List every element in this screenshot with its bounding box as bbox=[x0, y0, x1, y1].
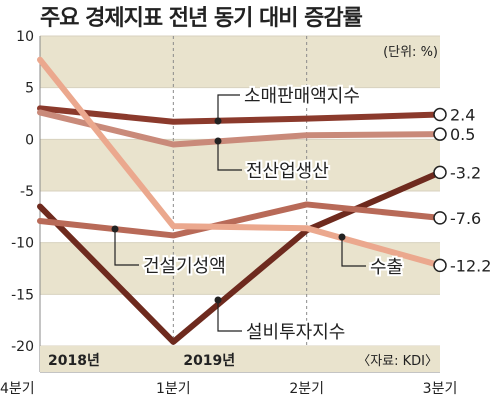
period-label-2018: 2018년 bbox=[48, 353, 100, 369]
series-line-1 bbox=[37, 109, 443, 148]
series-label: 전산업생산 bbox=[246, 161, 329, 182]
y-tick-label: 10 bbox=[16, 29, 34, 45]
x-tick-label: 4분기 bbox=[0, 381, 35, 397]
series-lines bbox=[37, 56, 443, 345]
callout-leader-0 bbox=[217, 94, 240, 121]
band-10 bbox=[40, 36, 440, 88]
year-strip bbox=[40, 346, 440, 372]
end-marker-3 bbox=[433, 211, 447, 225]
callout-leader-1 bbox=[217, 141, 242, 171]
end-value-label: 2.4 bbox=[450, 106, 475, 125]
end-value-label: 0.5 bbox=[450, 125, 475, 144]
band-0 bbox=[40, 139, 440, 191]
series-line-2 bbox=[37, 169, 443, 345]
end-value-label: -7.6 bbox=[450, 209, 481, 228]
y-tick-label: -15 bbox=[11, 287, 34, 303]
end-value-label: -3.2 bbox=[450, 163, 481, 182]
end-marker-4 bbox=[433, 258, 447, 273]
end-marker-1 bbox=[433, 127, 447, 141]
background-bands bbox=[40, 36, 440, 295]
series-label: 수출 bbox=[370, 257, 403, 278]
x-tick-label: 2분기 bbox=[289, 381, 324, 397]
callout-leader-4 bbox=[341, 237, 366, 267]
source-note: 〈자료: KDI〉 bbox=[357, 354, 438, 369]
y-tick-label: -5 bbox=[20, 184, 34, 200]
y-tick-label: -20 bbox=[11, 339, 34, 355]
series-line-3 bbox=[37, 201, 443, 239]
chart-title-box: 주요 경제지표 전년 동기 대비 증감률 bbox=[0, 0, 497, 31]
callout-leader-3 bbox=[114, 229, 139, 266]
chart-title: 주요 경제지표 전년 동기 대비 증감률 bbox=[40, 6, 363, 31]
chart-annotations: 2018년 2019년 〈자료: KDI〉 (단위: %) bbox=[40, 45, 440, 372]
x-axis-labels: 4분기 1분기 2분기 3분기 bbox=[0, 381, 457, 397]
series-line-0 bbox=[37, 105, 443, 125]
end-value-label: -12.2 bbox=[450, 256, 491, 275]
end-marker-0 bbox=[433, 107, 447, 122]
end-points: 2.40.5 -3.2 -7.6 -12.2 bbox=[433, 106, 491, 275]
period-label-2019: 2019년 bbox=[183, 353, 235, 369]
y-axis-labels: 10 5 0 -5 -10 -15 -20 bbox=[11, 29, 34, 355]
series-line-4 bbox=[37, 56, 443, 269]
series-label: 설비투자지수 bbox=[246, 322, 345, 343]
x-tick-label: 1분기 bbox=[156, 381, 191, 397]
y-tick-label: -10 bbox=[11, 236, 34, 252]
unit-note: (단위: %) bbox=[383, 45, 438, 60]
series-label: 소매판매액지수 bbox=[244, 86, 360, 107]
end-marker-2 bbox=[433, 165, 447, 180]
callout-leader-2 bbox=[217, 300, 242, 332]
y-tick-label: 5 bbox=[25, 81, 34, 97]
x-tick-label: 3분기 bbox=[423, 381, 458, 397]
y-tick-label: 0 bbox=[25, 132, 34, 148]
series-label: 건설기성액 bbox=[143, 256, 226, 277]
